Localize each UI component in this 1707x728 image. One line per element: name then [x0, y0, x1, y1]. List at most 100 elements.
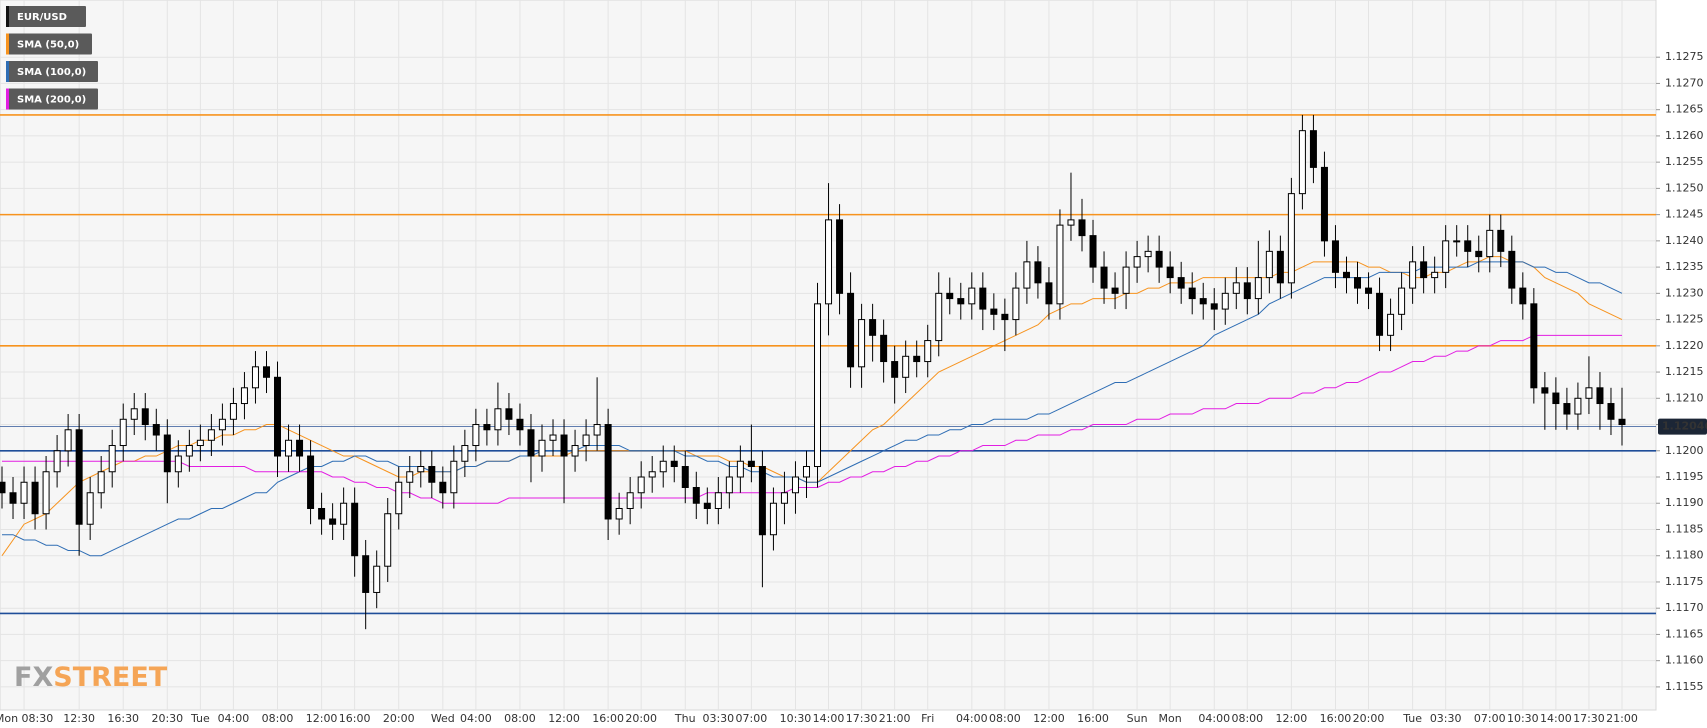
candle-body	[494, 408, 502, 431]
legend-swatch	[6, 88, 9, 110]
candle-body	[814, 303, 822, 468]
candle-body	[780, 492, 788, 504]
candle-body	[1232, 282, 1240, 294]
candle-body	[362, 555, 370, 593]
y-tick-label: 1.1255	[1665, 155, 1704, 168]
candle-body	[296, 439, 304, 457]
y-tick-label: 1.1170	[1665, 601, 1704, 614]
candle-body	[262, 366, 270, 378]
candle-body	[1012, 287, 1020, 321]
legend-box	[6, 88, 98, 110]
candle-body	[483, 424, 491, 431]
y-tick-label: 1.1270	[1665, 76, 1704, 89]
candle-body	[681, 466, 689, 489]
candle-body	[472, 424, 480, 447]
y-tick-label: 1.1200	[1665, 444, 1704, 457]
candle-body	[1265, 250, 1273, 279]
candle-body	[626, 492, 634, 509]
candle-body	[946, 292, 954, 300]
candle-body	[593, 424, 601, 436]
candle-body	[1045, 282, 1053, 305]
y-tick-label: 1.1230	[1665, 286, 1704, 299]
candle-body	[913, 355, 921, 363]
legend-swatch	[6, 61, 9, 82]
candle-body	[538, 439, 546, 457]
y-tick-label: 1.1245	[1665, 208, 1704, 221]
candle-body	[196, 439, 204, 447]
x-tick-label: 20:30	[151, 712, 183, 725]
candle-body	[20, 481, 28, 504]
candle-body	[1365, 287, 1373, 294]
candle-body	[285, 439, 293, 457]
candle-body	[1034, 261, 1042, 284]
candle-body	[1320, 166, 1328, 242]
x-tick-label: 04:00	[218, 712, 250, 725]
y-tick-label: 1.1240	[1665, 234, 1704, 247]
candle-body	[902, 355, 910, 378]
candle-body	[31, 481, 39, 515]
candle-body	[505, 408, 513, 420]
candle-body	[979, 287, 987, 310]
y-tick-label: 1.1260	[1665, 129, 1704, 142]
legend-box	[6, 61, 98, 82]
candle-body	[1078, 219, 1086, 237]
candle-body	[758, 466, 766, 536]
candle-body	[1199, 298, 1207, 305]
candle-body	[714, 492, 722, 509]
candle-body	[604, 424, 612, 520]
candle-body	[659, 460, 667, 473]
x-tick-label: 20:00	[625, 712, 657, 725]
candle-body	[428, 466, 436, 483]
candle-body	[1221, 292, 1229, 310]
watermark-suffix: STREET	[53, 662, 168, 693]
y-tick-label: 1.1165	[1665, 627, 1704, 640]
candle-body	[1056, 224, 1064, 305]
candle-body	[1563, 403, 1571, 415]
x-tick-label: 08:00	[1231, 712, 1263, 725]
candle-body	[769, 502, 777, 536]
y-tick-label: 1.1275	[1665, 50, 1704, 63]
x-tick-label: 17:30	[1573, 712, 1605, 725]
x-tick-label: 12:00	[1033, 712, 1065, 725]
x-tick-label: Wed	[431, 712, 455, 725]
legend-box	[6, 33, 92, 55]
x-tick-label: 08:00	[504, 712, 536, 725]
legend-swatch	[6, 6, 9, 27]
plot-area	[0, 0, 1657, 711]
candle-body	[836, 219, 844, 294]
candle-body	[1354, 277, 1362, 289]
candle-body	[439, 481, 447, 494]
candle-body	[0, 481, 6, 494]
candle-body	[935, 292, 943, 342]
candle-body	[461, 445, 469, 462]
candle-body	[1508, 250, 1516, 289]
candle-body	[1475, 250, 1483, 258]
candle-body	[1519, 287, 1527, 305]
x-tick-label: 21:00	[1606, 712, 1638, 725]
candle-body	[791, 476, 799, 494]
candle-body	[802, 466, 810, 478]
y-tick-label: 1.1250	[1665, 181, 1704, 194]
watermark-prefix: FX	[14, 662, 53, 693]
x-tick-label: 16:00	[1320, 712, 1352, 725]
x-tick-label: 16:00	[339, 712, 371, 725]
candle-body	[229, 403, 237, 420]
sma-line	[2, 261, 1623, 557]
legend-label: SMA (100,0)	[17, 67, 86, 78]
x-tick-label: 16:00	[1077, 712, 1109, 725]
last-price-box	[1658, 418, 1707, 435]
legend-label: EUR/USD	[17, 12, 67, 23]
y-tick-label: 1.1195	[1665, 470, 1704, 483]
candle-body	[1486, 229, 1494, 258]
candle-body	[384, 513, 392, 567]
candle-body	[395, 481, 403, 515]
x-tick-label: 14:00	[1540, 712, 1572, 725]
x-tick-label: 20:00	[383, 712, 415, 725]
candle-body	[163, 434, 171, 473]
watermark: FXSTREET	[14, 662, 168, 693]
candle-body	[516, 418, 524, 431]
candle-body	[351, 502, 359, 557]
candle-body	[406, 471, 414, 483]
candles	[0, 114, 1626, 630]
candle-body	[329, 518, 337, 525]
